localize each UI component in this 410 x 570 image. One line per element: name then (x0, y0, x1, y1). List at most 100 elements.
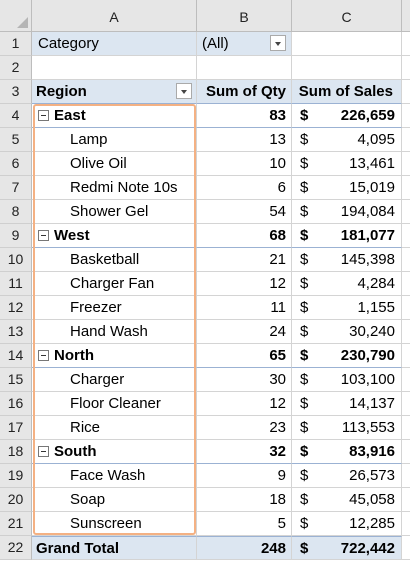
item-label-cell[interactable]: Redmi Note 10s (32, 176, 197, 200)
cell-c2[interactable] (292, 56, 402, 80)
row-header[interactable]: 8 (0, 200, 32, 224)
item-label-cell[interactable]: Rice (32, 416, 197, 440)
sales-cell[interactable]: $113,553 (292, 416, 402, 440)
row-header[interactable]: 16 (0, 392, 32, 416)
grand-total-sales[interactable]: $ 722,442 (292, 536, 402, 560)
qty-cell[interactable]: 24 (197, 320, 292, 344)
qty-cell[interactable]: 32 (197, 440, 292, 464)
sales-cell[interactable]: $26,573 (292, 464, 402, 488)
cell-c1[interactable] (292, 32, 402, 56)
row-header-3[interactable]: 3 (0, 80, 32, 104)
row-header[interactable]: 18 (0, 440, 32, 464)
qty-cell[interactable]: 5 (197, 512, 292, 536)
row-header[interactable]: 19 (0, 464, 32, 488)
item-label-cell[interactable]: Sunscreen (32, 512, 197, 536)
qty-cell[interactable]: 23 (197, 416, 292, 440)
row-header[interactable]: 6 (0, 152, 32, 176)
filter-dropdown-icon[interactable] (270, 35, 286, 51)
row-header-1[interactable]: 1 (0, 32, 32, 56)
pivot-region-header[interactable]: Region (32, 80, 197, 104)
row-header[interactable]: 12 (0, 296, 32, 320)
row-header[interactable]: 10 (0, 248, 32, 272)
item-label-cell[interactable]: Soap (32, 488, 197, 512)
sales-cell[interactable]: $181,077 (292, 224, 402, 248)
sales-cell[interactable]: $226,659 (292, 104, 402, 128)
sales-cell[interactable]: $45,058 (292, 488, 402, 512)
row-header[interactable]: 4 (0, 104, 32, 128)
column-header-b[interactable]: B (197, 0, 292, 32)
item-label-cell[interactable]: Basketball (32, 248, 197, 272)
sales-cell[interactable]: $230,790 (292, 344, 402, 368)
column-header-c[interactable]: C (292, 0, 402, 32)
sales-cell[interactable]: $30,240 (292, 320, 402, 344)
sales-cell[interactable]: $83,916 (292, 440, 402, 464)
filter-label[interactable]: Category (32, 32, 197, 56)
pivot-sales-header[interactable]: Sum of Sales (292, 80, 402, 104)
item-label-cell[interactable]: Freezer (32, 296, 197, 320)
row-header[interactable]: 9 (0, 224, 32, 248)
row-header[interactable]: 15 (0, 368, 32, 392)
row-header-22[interactable]: 22 (0, 536, 32, 560)
qty-cell[interactable]: 18 (197, 488, 292, 512)
row-header[interactable]: 5 (0, 128, 32, 152)
row-header[interactable]: 13 (0, 320, 32, 344)
column-header-a[interactable]: A (32, 0, 197, 32)
cell-a2[interactable] (32, 56, 197, 80)
qty-cell[interactable]: 21 (197, 248, 292, 272)
cell-b2[interactable] (197, 56, 292, 80)
qty-cell[interactable]: 13 (197, 128, 292, 152)
qty-cell[interactable]: 65 (197, 344, 292, 368)
sales-cell[interactable]: $13,461 (292, 152, 402, 176)
sales-cell[interactable]: $4,284 (292, 272, 402, 296)
sales-cell[interactable]: $12,285 (292, 512, 402, 536)
item-label-cell[interactable]: Charger (32, 368, 197, 392)
filter-value-cell[interactable]: (All) (197, 32, 292, 56)
collapse-minus-icon[interactable] (38, 110, 49, 121)
item-label-cell[interactable]: Olive Oil (32, 152, 197, 176)
region-label-cell[interactable]: East (32, 104, 197, 128)
qty-cell[interactable]: 12 (197, 392, 292, 416)
item-label-cell[interactable]: Lamp (32, 128, 197, 152)
qty-cell[interactable]: 30 (197, 368, 292, 392)
collapse-minus-icon[interactable] (38, 446, 49, 457)
sales-cell[interactable]: $103,100 (292, 368, 402, 392)
sales-cell[interactable]: $15,019 (292, 176, 402, 200)
sales-cell[interactable]: $14,137 (292, 392, 402, 416)
column-header-d[interactable] (402, 0, 410, 32)
pivot-qty-header[interactable]: Sum of Qty (197, 80, 292, 104)
item-label-cell[interactable]: Hand Wash (32, 320, 197, 344)
sales-cell[interactable]: $1,155 (292, 296, 402, 320)
region-filter-dropdown-icon[interactable] (176, 83, 192, 99)
cell-d (402, 104, 410, 128)
item-label-cell[interactable]: Floor Cleaner (32, 392, 197, 416)
collapse-minus-icon[interactable] (38, 350, 49, 361)
region-label-cell[interactable]: South (32, 440, 197, 464)
region-label-cell[interactable]: West (32, 224, 197, 248)
qty-cell[interactable]: 9 (197, 464, 292, 488)
qty-cell[interactable]: 54 (197, 200, 292, 224)
grand-total-label[interactable]: Grand Total (32, 536, 197, 560)
select-all-corner[interactable] (0, 0, 32, 32)
grand-total-qty[interactable]: 248 (197, 536, 292, 560)
row-header-2[interactable]: 2 (0, 56, 32, 80)
qty-cell[interactable]: 12 (197, 272, 292, 296)
qty-cell[interactable]: 11 (197, 296, 292, 320)
row-header[interactable]: 14 (0, 344, 32, 368)
collapse-minus-icon[interactable] (38, 230, 49, 241)
qty-cell[interactable]: 10 (197, 152, 292, 176)
qty-cell[interactable]: 68 (197, 224, 292, 248)
qty-cell[interactable]: 6 (197, 176, 292, 200)
item-label-cell[interactable]: Charger Fan (32, 272, 197, 296)
row-header[interactable]: 7 (0, 176, 32, 200)
sales-cell[interactable]: $194,084 (292, 200, 402, 224)
sales-cell[interactable]: $145,398 (292, 248, 402, 272)
region-label-cell[interactable]: North (32, 344, 197, 368)
item-label-cell[interactable]: Shower Gel (32, 200, 197, 224)
sales-cell[interactable]: $4,095 (292, 128, 402, 152)
row-header[interactable]: 21 (0, 512, 32, 536)
item-label-cell[interactable]: Face Wash (32, 464, 197, 488)
row-header[interactable]: 17 (0, 416, 32, 440)
qty-cell[interactable]: 83 (197, 104, 292, 128)
row-header[interactable]: 20 (0, 488, 32, 512)
row-header[interactable]: 11 (0, 272, 32, 296)
